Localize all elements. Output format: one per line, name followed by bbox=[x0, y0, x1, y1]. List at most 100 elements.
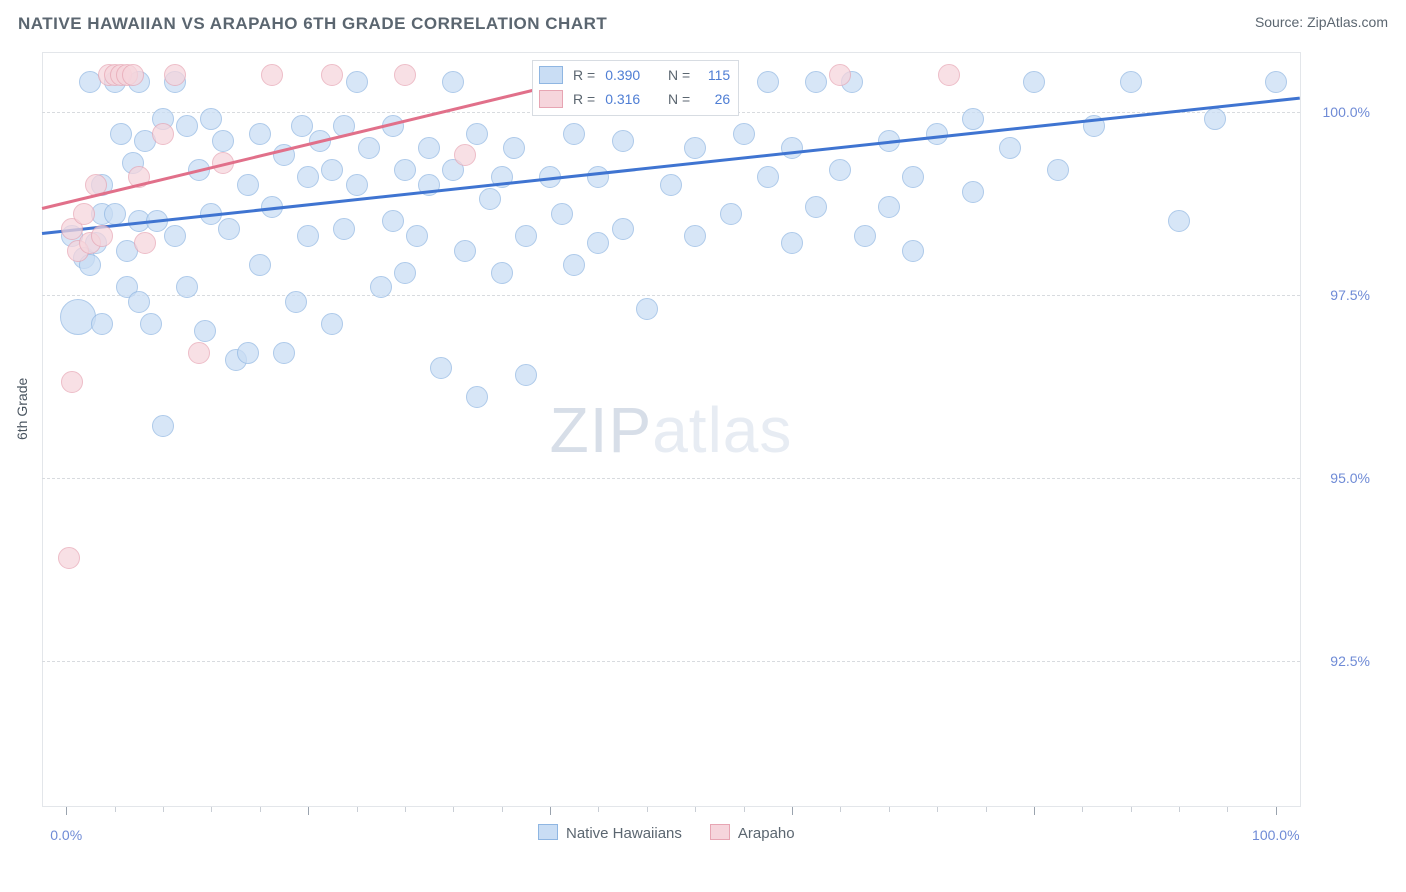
scatter-point bbox=[926, 123, 948, 145]
scatter-point bbox=[60, 299, 96, 335]
scatter-point bbox=[110, 123, 132, 145]
legend-swatch bbox=[539, 66, 563, 84]
scatter-point bbox=[454, 144, 476, 166]
scatter-point bbox=[503, 137, 525, 159]
scatter-point bbox=[684, 137, 706, 159]
scatter-point bbox=[1168, 210, 1190, 232]
scatter-point bbox=[406, 225, 428, 247]
y-tick-label: 97.5% bbox=[1310, 287, 1370, 303]
scatter-point bbox=[829, 159, 851, 181]
x-tick-minor bbox=[647, 807, 648, 812]
y-axis-line bbox=[42, 53, 43, 807]
scatter-point bbox=[878, 196, 900, 218]
scatter-point bbox=[733, 123, 755, 145]
scatter-point bbox=[273, 342, 295, 364]
correlation-legend: R =0.390 N =115R =0.316 N =26 bbox=[532, 60, 739, 116]
scatter-point bbox=[962, 108, 984, 130]
scatter-point bbox=[454, 240, 476, 262]
scatter-point bbox=[297, 166, 319, 188]
scatter-point bbox=[430, 357, 452, 379]
scatter-point bbox=[164, 225, 186, 247]
legend-swatch bbox=[539, 90, 563, 108]
scatter-point bbox=[152, 123, 174, 145]
scatter-point bbox=[720, 203, 742, 225]
scatter-point bbox=[587, 166, 609, 188]
scatter-point bbox=[249, 123, 271, 145]
x-tick-minor bbox=[986, 807, 987, 812]
scatter-point bbox=[394, 64, 416, 86]
scatter-point bbox=[237, 342, 259, 364]
y-gridline bbox=[42, 295, 1300, 296]
scatter-point bbox=[999, 137, 1021, 159]
scatter-point bbox=[1047, 159, 1069, 181]
scatter-point bbox=[757, 166, 779, 188]
scatter-point bbox=[829, 64, 851, 86]
scatter-point bbox=[394, 159, 416, 181]
x-tick-major bbox=[550, 807, 551, 815]
x-tick-major bbox=[66, 807, 67, 815]
x-tick-minor bbox=[453, 807, 454, 812]
x-tick-minor bbox=[937, 807, 938, 812]
scatter-point bbox=[346, 174, 368, 196]
x-tick-minor bbox=[115, 807, 116, 812]
y-axis-label: 6th Grade bbox=[14, 378, 30, 440]
x-tick-minor bbox=[163, 807, 164, 812]
scatter-point bbox=[587, 232, 609, 254]
scatter-point bbox=[781, 137, 803, 159]
x-tick-minor bbox=[598, 807, 599, 812]
scatter-point bbox=[1265, 71, 1287, 93]
scatter-point bbox=[218, 218, 240, 240]
scatter-point bbox=[297, 225, 319, 247]
legend-row: R =0.316 N =26 bbox=[539, 87, 730, 111]
x-tick-minor bbox=[840, 807, 841, 812]
x-tick-major bbox=[1034, 807, 1035, 815]
scatter-point bbox=[1023, 71, 1045, 93]
scatter-point bbox=[358, 137, 380, 159]
scatter-point bbox=[902, 240, 924, 262]
source-attribution: Source: ZipAtlas.com bbox=[1255, 14, 1388, 30]
scatter-point bbox=[194, 320, 216, 342]
x-tick-label: 0.0% bbox=[50, 827, 82, 843]
scatter-point bbox=[660, 174, 682, 196]
scatter-point bbox=[285, 291, 307, 313]
scatter-point bbox=[684, 225, 706, 247]
scatter-point bbox=[962, 181, 984, 203]
x-tick-minor bbox=[502, 807, 503, 812]
scatter-point bbox=[291, 115, 313, 137]
x-tick-minor bbox=[405, 807, 406, 812]
scatter-point bbox=[515, 225, 537, 247]
scatter-point bbox=[91, 225, 113, 247]
series-legend: Native HawaiiansArapaho bbox=[538, 824, 795, 842]
legend-item: Native Hawaiians bbox=[538, 824, 682, 842]
x-tick-major bbox=[308, 807, 309, 815]
scatter-point bbox=[805, 71, 827, 93]
x-tick-minor bbox=[1131, 807, 1132, 812]
scatter-point bbox=[491, 262, 513, 284]
scatter-plot-area: ZIPatlas 92.5%95.0%97.5%100.0%0.0%100.0% bbox=[42, 52, 1301, 807]
scatter-point bbox=[91, 313, 113, 335]
y-tick-label: 95.0% bbox=[1310, 470, 1370, 486]
scatter-point bbox=[902, 166, 924, 188]
x-axis-line bbox=[42, 806, 1300, 807]
scatter-point bbox=[757, 71, 779, 93]
scatter-point bbox=[176, 276, 198, 298]
scatter-point bbox=[479, 188, 501, 210]
scatter-point bbox=[612, 218, 634, 240]
scatter-point bbox=[321, 64, 343, 86]
x-tick-minor bbox=[357, 807, 358, 812]
scatter-point bbox=[551, 203, 573, 225]
scatter-point bbox=[164, 64, 186, 86]
legend-row: R =0.390 N =115 bbox=[539, 63, 730, 87]
x-tick-minor bbox=[695, 807, 696, 812]
scatter-point bbox=[321, 159, 343, 181]
x-tick-minor bbox=[744, 807, 745, 812]
legend-swatch bbox=[710, 824, 730, 840]
scatter-point bbox=[58, 547, 80, 569]
y-tick-label: 100.0% bbox=[1310, 104, 1370, 120]
scatter-point bbox=[854, 225, 876, 247]
watermark: ZIPatlas bbox=[550, 393, 793, 467]
scatter-point bbox=[249, 254, 271, 276]
x-tick-minor bbox=[260, 807, 261, 812]
y-tick-label: 92.5% bbox=[1310, 653, 1370, 669]
x-tick-label: 100.0% bbox=[1252, 827, 1299, 843]
